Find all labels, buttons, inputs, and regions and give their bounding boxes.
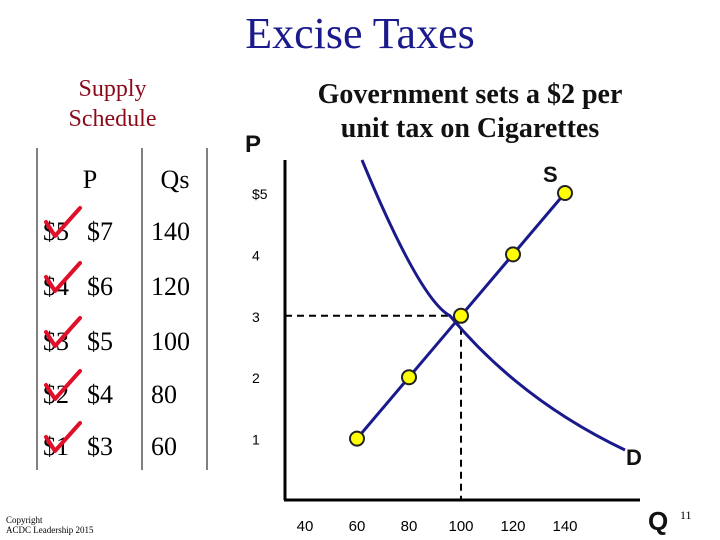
x-tick-label: 40 [297,518,314,535]
new-price: $7 [87,217,113,246]
y-axis-label: P [245,131,261,158]
quantity-supplied: 120 [151,272,190,301]
supply-label: S [543,162,558,187]
tax-note: Government sets a $2 per unit tax on Cig… [270,78,670,146]
tax-note-line1: Government sets a $2 per [317,79,623,110]
y-tick-label: $5 [252,186,268,202]
strike-check-mark [44,369,82,401]
schedule-title-line1: Supply [78,76,147,102]
x-tick-label: 60 [349,518,366,535]
new-price: $4 [87,380,113,409]
x-tick-label: 80 [401,518,418,535]
quantity-supplied: 80 [151,380,177,409]
strike-check-mark [44,316,82,348]
quantity-supplied: 100 [151,327,190,356]
demand-curve [360,159,626,452]
supply-point [557,185,573,201]
y-tick-label: 4 [252,247,260,263]
supply-point [505,246,521,263]
strike-check-mark [44,206,82,238]
strike-check-mark [44,421,82,453]
y-tick-label: 3 [252,309,260,325]
strike-check-mark [44,261,82,293]
copyright-line1: Copyright [6,515,43,525]
y-tick-label: 2 [252,370,260,386]
new-price: $6 [87,272,113,301]
x-tick-label: 120 [500,518,525,535]
x-axis-label: Q [648,506,668,536]
table-header-price: P [83,165,97,194]
copyright: Copyright ACDC Leadership 2015 [6,515,94,535]
schedule-title-line2: Schedule [68,106,157,132]
supply-point [349,430,365,447]
supply-point [453,307,469,324]
new-price: $5 [87,327,113,356]
schedule-title: Supply Schedule [40,74,185,134]
quantity-supplied: 60 [151,432,177,461]
demand-label: D [626,445,642,470]
slide-title: Excise Taxes [245,9,475,58]
new-price: $3 [87,432,113,461]
table-header-quantity: Qs [161,165,190,194]
copyright-line2: ACDC Leadership 2015 [6,525,94,535]
supply-point [401,369,417,386]
x-tick-label: 140 [552,518,577,535]
quantity-supplied: 140 [151,217,190,246]
tax-note-line2: unit tax on Cigarettes [340,113,600,144]
slide-number: 11 [680,508,692,522]
y-tick-label: 1 [252,432,260,448]
x-tick-label: 100 [448,518,473,535]
